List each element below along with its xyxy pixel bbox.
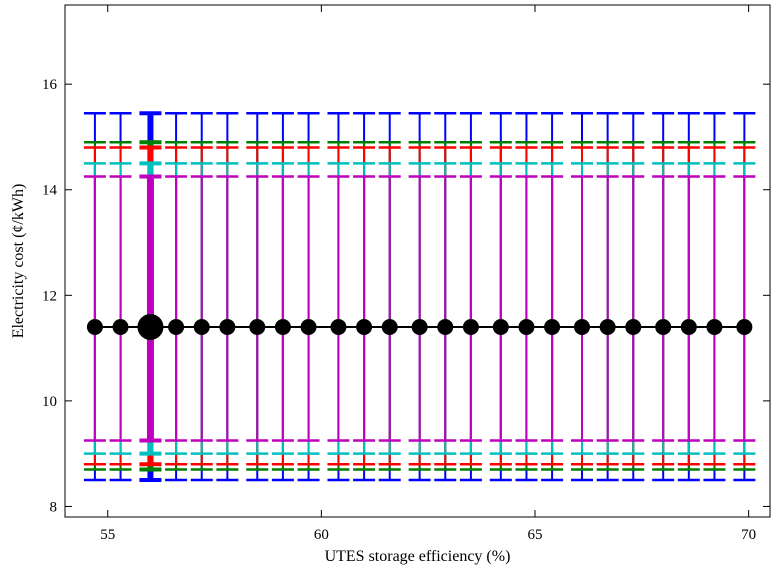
data-point [680, 318, 697, 335]
data-point [137, 313, 164, 340]
chart-marks [83, 111, 756, 483]
y-tick-label: 16 [42, 77, 58, 93]
data-point [300, 318, 317, 335]
y-tick-label: 8 [50, 499, 58, 515]
x-tick-label: 60 [314, 527, 329, 543]
x-tick-label: 65 [528, 527, 543, 543]
data-point [356, 318, 373, 335]
axes: 55 60 65 70 8 10 12 14 16 [42, 5, 770, 543]
data-point [274, 318, 291, 335]
data-point [112, 318, 129, 335]
y-tick-label: 14 [42, 183, 58, 199]
data-point [625, 318, 642, 335]
data-point [86, 318, 103, 335]
plot-frame [64, 4, 771, 518]
data-point [518, 318, 535, 335]
x-tick-label: 70 [741, 527, 756, 543]
data-point [330, 318, 347, 335]
y-tick-label: 12 [42, 288, 57, 304]
data-point [168, 318, 185, 335]
data-point [249, 318, 266, 335]
data-point [599, 318, 616, 335]
x-axis-label: UTES storage efficiency (%) [325, 548, 511, 565]
data-point [574, 318, 590, 335]
data-point [193, 318, 210, 335]
data-point [437, 318, 454, 335]
data-point [381, 318, 398, 335]
data-point [492, 318, 509, 335]
data-point [544, 318, 561, 335]
y-tick-label: 10 [42, 394, 57, 410]
y-axis-label: Electricity cost (¢/kWh) [10, 184, 27, 339]
data-point [411, 318, 428, 335]
data-point [706, 318, 723, 335]
data-point [462, 318, 479, 335]
data-point [219, 318, 236, 335]
x-tick-label: 55 [100, 527, 115, 543]
data-point [655, 318, 672, 335]
data-point [736, 318, 753, 335]
